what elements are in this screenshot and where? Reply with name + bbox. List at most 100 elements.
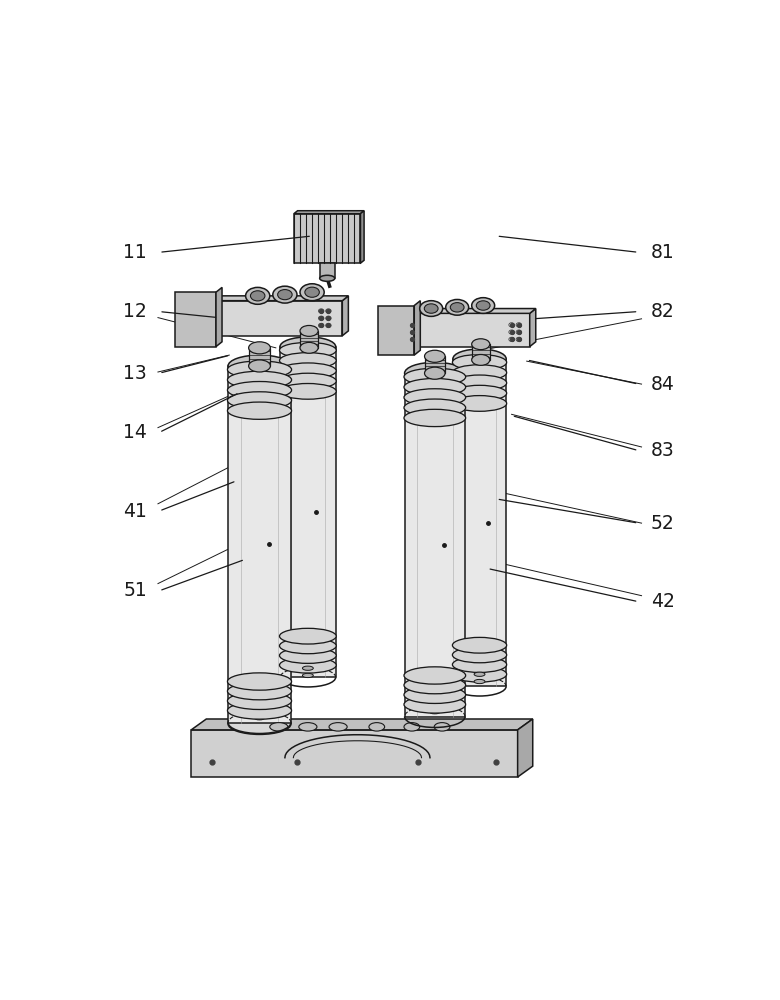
Text: 84: 84 [651, 375, 675, 394]
Ellipse shape [303, 666, 314, 670]
Bar [228, 366, 291, 723]
Polygon shape [530, 309, 536, 347]
Bar [280, 347, 335, 677]
Polygon shape [414, 301, 420, 355]
Bar [406, 313, 530, 347]
Ellipse shape [254, 707, 265, 711]
Ellipse shape [279, 648, 336, 663]
Ellipse shape [452, 647, 507, 663]
Ellipse shape [320, 275, 335, 281]
Text: 83: 83 [651, 441, 675, 460]
Bar [378, 306, 414, 355]
Ellipse shape [300, 284, 324, 301]
Ellipse shape [228, 382, 292, 399]
Ellipse shape [452, 657, 507, 672]
Ellipse shape [228, 361, 292, 378]
Bar [320, 263, 335, 278]
Polygon shape [342, 296, 349, 336]
Ellipse shape [472, 298, 495, 313]
Bar [175, 292, 216, 347]
Ellipse shape [404, 723, 420, 731]
Ellipse shape [452, 637, 507, 653]
Ellipse shape [270, 723, 288, 731]
Ellipse shape [424, 350, 445, 362]
Polygon shape [191, 719, 533, 730]
Text: 13: 13 [123, 364, 147, 383]
Ellipse shape [228, 402, 292, 419]
Ellipse shape [279, 638, 336, 654]
Ellipse shape [254, 716, 265, 720]
Ellipse shape [452, 666, 507, 682]
Ellipse shape [279, 342, 336, 358]
Ellipse shape [228, 713, 291, 734]
Text: 11: 11 [123, 243, 147, 262]
Ellipse shape [300, 325, 318, 336]
Ellipse shape [452, 375, 507, 391]
Ellipse shape [477, 301, 490, 310]
Ellipse shape [300, 342, 318, 353]
Ellipse shape [404, 686, 466, 703]
Ellipse shape [228, 371, 292, 389]
Ellipse shape [279, 353, 336, 368]
Ellipse shape [329, 723, 347, 731]
Ellipse shape [474, 679, 485, 684]
Ellipse shape [452, 385, 507, 401]
Ellipse shape [279, 373, 336, 389]
Text: 41: 41 [123, 502, 147, 521]
Ellipse shape [228, 355, 291, 377]
Ellipse shape [404, 667, 466, 684]
Ellipse shape [279, 657, 336, 673]
Ellipse shape [273, 286, 297, 303]
Ellipse shape [424, 304, 438, 313]
Polygon shape [216, 287, 222, 347]
Ellipse shape [249, 360, 271, 372]
Bar [204, 301, 342, 336]
Ellipse shape [452, 354, 507, 370]
Ellipse shape [278, 290, 292, 300]
Ellipse shape [250, 291, 265, 301]
Ellipse shape [450, 303, 464, 312]
Text: 12: 12 [123, 302, 147, 321]
Bar [191, 730, 518, 777]
Ellipse shape [228, 692, 292, 710]
Ellipse shape [424, 367, 445, 379]
Ellipse shape [420, 301, 443, 316]
Ellipse shape [404, 696, 466, 713]
Text: 81: 81 [651, 243, 675, 262]
Ellipse shape [474, 672, 485, 676]
Ellipse shape [472, 354, 490, 365]
Polygon shape [518, 719, 533, 777]
Ellipse shape [404, 368, 466, 385]
Ellipse shape [249, 342, 271, 354]
Text: 82: 82 [651, 302, 675, 321]
Ellipse shape [429, 701, 440, 705]
Bar [294, 214, 360, 263]
Text: 42: 42 [651, 592, 675, 611]
Text: 14: 14 [123, 423, 147, 442]
Bar [472, 344, 490, 360]
Ellipse shape [305, 287, 319, 297]
Ellipse shape [369, 723, 385, 731]
Bar [405, 373, 465, 717]
Text: 51: 51 [123, 581, 147, 600]
Ellipse shape [445, 299, 469, 315]
Polygon shape [294, 211, 364, 214]
Ellipse shape [228, 392, 292, 409]
Ellipse shape [279, 363, 336, 379]
Ellipse shape [280, 337, 335, 356]
Ellipse shape [472, 339, 490, 350]
Ellipse shape [228, 702, 292, 719]
Ellipse shape [246, 287, 270, 304]
Ellipse shape [299, 723, 317, 731]
Ellipse shape [228, 673, 292, 690]
Ellipse shape [452, 396, 507, 411]
Ellipse shape [303, 673, 314, 678]
Bar [249, 348, 271, 366]
Ellipse shape [404, 409, 466, 427]
Text: 52: 52 [651, 514, 675, 533]
Ellipse shape [279, 628, 336, 644]
Ellipse shape [405, 362, 465, 384]
Ellipse shape [228, 683, 292, 700]
Ellipse shape [404, 676, 466, 694]
Ellipse shape [279, 383, 336, 399]
